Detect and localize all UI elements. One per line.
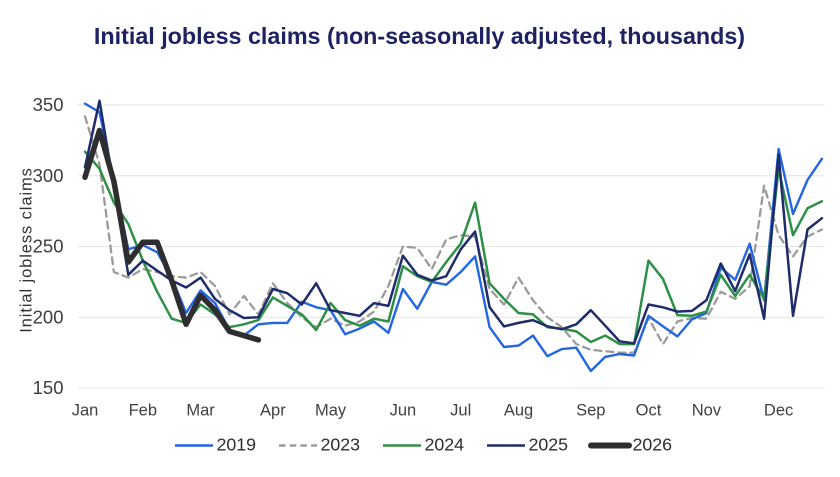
svg-text:Jun: Jun — [390, 402, 417, 420]
svg-text:200: 200 — [33, 306, 64, 327]
svg-text:250: 250 — [33, 236, 64, 257]
svg-text:Oct: Oct — [636, 402, 662, 420]
svg-text:Apr: Apr — [260, 402, 286, 420]
svg-text:May: May — [315, 402, 347, 420]
svg-text:Aug: Aug — [504, 402, 533, 420]
svg-text:150: 150 — [33, 377, 64, 398]
svg-text:Initial jobless claims: Initial jobless claims — [18, 167, 36, 333]
svg-text:Initial jobless claims (non-se: Initial jobless claims (non-seasonally a… — [94, 23, 745, 49]
svg-text:2023: 2023 — [321, 435, 361, 455]
svg-text:2026: 2026 — [633, 435, 673, 455]
svg-text:300: 300 — [33, 165, 64, 186]
svg-text:Jan: Jan — [72, 402, 99, 420]
svg-text:2024: 2024 — [425, 435, 465, 455]
svg-text:Feb: Feb — [129, 402, 157, 420]
svg-text:Sep: Sep — [576, 402, 605, 420]
svg-text:Nov: Nov — [692, 402, 722, 420]
svg-text:Dec: Dec — [764, 402, 793, 420]
svg-text:Mar: Mar — [186, 402, 215, 420]
svg-text:Jul: Jul — [450, 402, 471, 420]
svg-text:2025: 2025 — [529, 435, 569, 455]
svg-text:2019: 2019 — [217, 435, 257, 455]
svg-text:350: 350 — [33, 94, 64, 115]
